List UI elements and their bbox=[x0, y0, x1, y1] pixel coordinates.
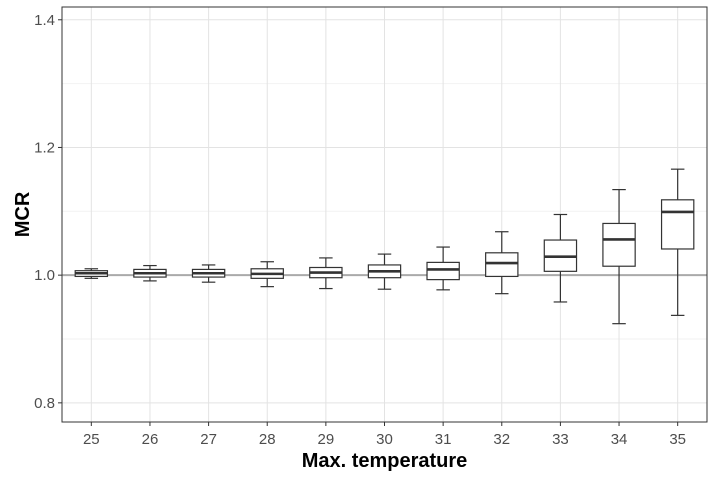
box-series bbox=[74, 168, 695, 325]
box-25 bbox=[74, 268, 109, 279]
x-tick-label: 25 bbox=[83, 431, 100, 448]
x-tick-label: 30 bbox=[376, 431, 393, 448]
x-tick-label: 33 bbox=[552, 431, 569, 448]
x-tick-label: 28 bbox=[259, 431, 276, 448]
x-axis-title: Max. temperature bbox=[302, 450, 468, 472]
box-iqr bbox=[426, 261, 460, 281]
box-iqr bbox=[485, 252, 519, 278]
x-tick-label: 32 bbox=[493, 431, 510, 448]
grid bbox=[62, 7, 707, 422]
box-33 bbox=[543, 213, 578, 303]
box-iqr bbox=[602, 222, 636, 267]
x-tick-label: 29 bbox=[318, 431, 335, 448]
box-32 bbox=[485, 231, 519, 295]
y-tick-label: 0.8 bbox=[34, 395, 55, 412]
box-28 bbox=[250, 261, 284, 288]
y-tick-label: 1.0 bbox=[34, 267, 55, 284]
x-axis: 25 26 27 28 29 30 31 32 33 34 35 bbox=[83, 422, 686, 448]
box-26 bbox=[133, 264, 167, 282]
x-tick-label: 27 bbox=[200, 431, 217, 448]
x-tick-label: 26 bbox=[142, 431, 159, 448]
y-tick-label: 1.2 bbox=[34, 139, 55, 156]
box-34 bbox=[602, 189, 636, 325]
x-tick-label: 35 bbox=[669, 431, 686, 448]
y-axis: 0.8 1.0 1.2 1.4 bbox=[34, 12, 62, 412]
box-27 bbox=[191, 264, 226, 283]
y-tick-label: 1.4 bbox=[34, 12, 55, 29]
box-35 bbox=[660, 168, 695, 316]
x-tick-label: 34 bbox=[611, 431, 628, 448]
x-tick-label: 31 bbox=[435, 431, 452, 448]
box-iqr bbox=[660, 199, 695, 250]
box-31 bbox=[426, 246, 460, 291]
y-axis-title: MCR bbox=[12, 191, 34, 237]
box-29 bbox=[309, 257, 343, 290]
box-30 bbox=[367, 253, 402, 290]
